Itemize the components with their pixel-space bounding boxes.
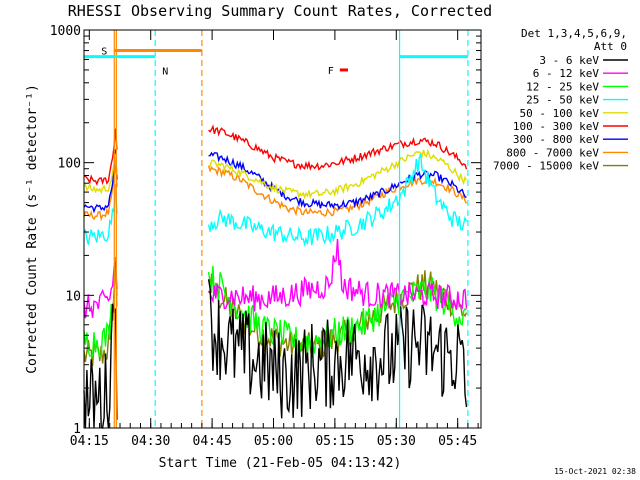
y-tick-label-1: 1 <box>73 422 81 437</box>
x-axis-ticks: 04:15 04:30 04:45 05:00 05:15 05:30 05:45 <box>70 30 479 449</box>
y-tick-label-1000: 1000 <box>50 24 81 39</box>
plot-frame <box>83 29 482 429</box>
legend-label-6-12-kev: 6 - 12 keV <box>533 67 600 80</box>
legend-label-12-25-kev: 12 - 25 keV <box>526 80 599 93</box>
y-tick-label-10: 10 <box>65 289 81 304</box>
flag-label-s: S <box>101 47 107 58</box>
y-tick-label-100: 100 <box>58 157 81 172</box>
legend-label-800-7000-kev: 800 - 7000 keV <box>506 146 599 159</box>
x-tick-label-04-15: 04:15 <box>70 434 109 449</box>
legend-header-line-2: Att 0 <box>594 40 627 53</box>
legend-header-line-1: Det 1,3,4,5,6,9, <box>521 27 627 40</box>
series-line-300-800-kev <box>83 149 467 214</box>
series-line-50-100-kev <box>83 148 468 200</box>
legend-label-25-50-kev: 25 - 50 keV <box>526 94 599 107</box>
generation-timestamp: 15-Oct-2021 02:38 <box>554 467 636 476</box>
vertical-markers <box>113 30 469 428</box>
series-line-800-7000-kev <box>83 162 468 222</box>
legend-label-50-100-kev: 50 - 100 keV <box>520 107 600 120</box>
flag-label-n: N <box>162 67 168 78</box>
series-line-100-300-kev <box>83 124 468 186</box>
x-tick-label-05-15: 05:15 <box>315 434 354 449</box>
y-axis-label: Corrected Count Rate (s⁻¹ detector⁻¹) <box>25 84 40 374</box>
x-tick-label-04-30: 04:30 <box>131 434 170 449</box>
plot-area: SN F 04:15 04:30 04:45 05:00 05:15 05:30 05:45 … <box>50 24 482 449</box>
series-line-12-25-kev <box>83 256 467 358</box>
series-line-25-50-kev <box>83 153 468 247</box>
series-line-6-12-kev <box>83 239 468 319</box>
x-tick-label-05-30: 05:30 <box>377 434 416 449</box>
flag-label-f: F <box>328 66 334 77</box>
legend-label-100-300-kev: 100 - 300 keV <box>513 120 599 133</box>
y-axis-ticks: 1 10 100 1000 <box>50 24 481 437</box>
legend-label-7000-15000-kev: 7000 - 15000 keV <box>493 160 599 173</box>
legend-label-300-800-kev: 300 - 800 keV <box>513 133 599 146</box>
x-axis-label: Start Time (21-Feb-05 04:13:42) <box>159 456 402 471</box>
flag-bars: S N F <box>84 47 468 78</box>
x-tick-label-04-45: 04:45 <box>193 434 232 449</box>
chart-title: RHESSI Observing Summary Count Rates, Co… <box>68 2 492 20</box>
series-layer <box>83 124 468 430</box>
x-tick-label-05-00: 05:00 <box>254 434 293 449</box>
legend-label-3-6-kev: 3 - 6 keV <box>539 54 599 67</box>
x-tick-label-05-45: 05:45 <box>438 434 477 449</box>
series-line-3-6-kev <box>83 279 468 430</box>
